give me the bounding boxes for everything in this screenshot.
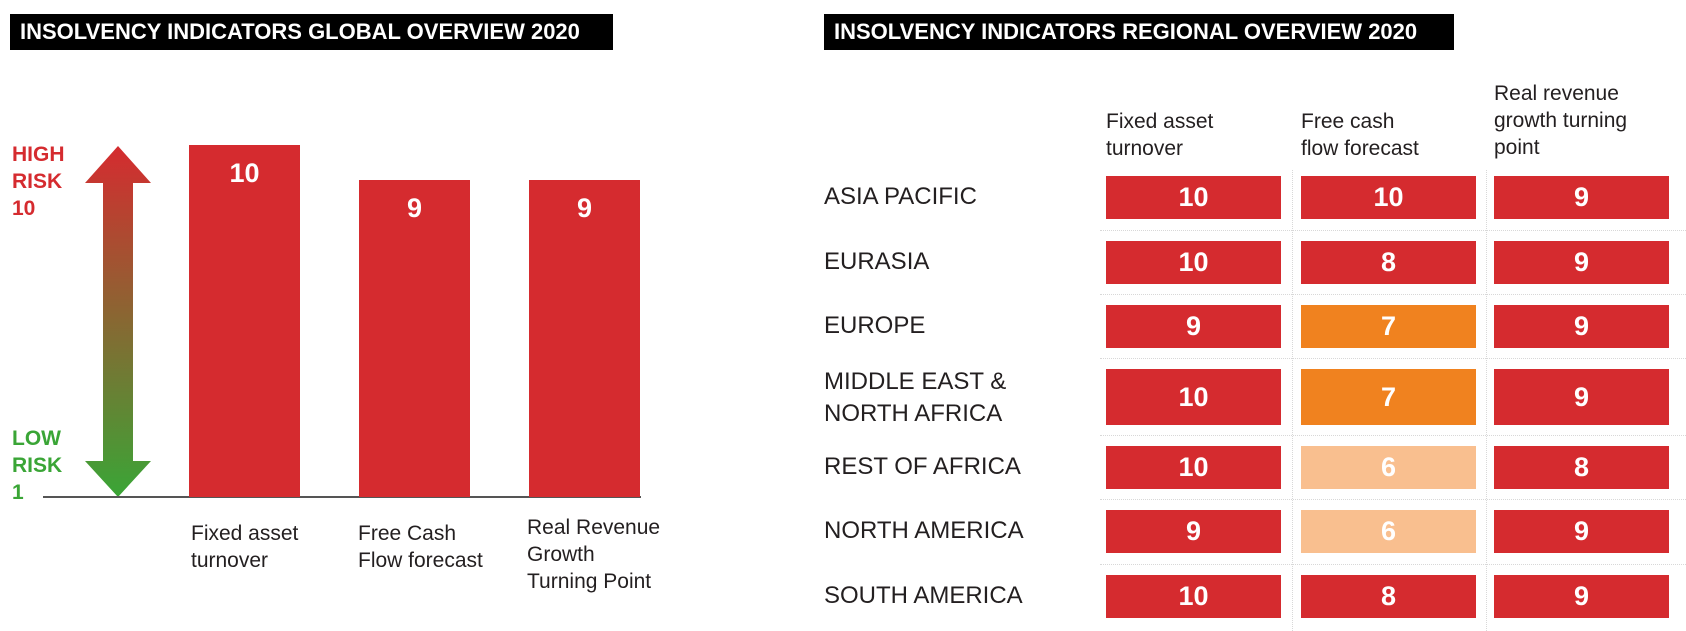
risk-cell: 9 bbox=[1494, 369, 1669, 425]
x-category-line: Turning Point bbox=[527, 570, 652, 593]
x-category-line: Flow forecast bbox=[358, 549, 483, 572]
high-risk-line: 10 bbox=[12, 197, 36, 220]
risk-cell: 9 bbox=[1494, 176, 1669, 219]
region-label-line: ASIA PACIFIC bbox=[824, 183, 977, 210]
bar-value-label: 10 bbox=[229, 158, 259, 188]
region-label-line: NORTH AFRICA bbox=[824, 400, 1003, 427]
region-label: ASIA PACIFIC bbox=[824, 181, 977, 213]
risk-cell: 8 bbox=[1301, 241, 1476, 284]
risk-cell: 10 bbox=[1106, 446, 1281, 489]
column-header: Real revenue growth turning point bbox=[1494, 80, 1627, 161]
region-label-line: EURASIA bbox=[824, 248, 930, 275]
risk-cell: 9 bbox=[1494, 575, 1669, 618]
x-category-label: Real Revenue Growth Turning Point bbox=[527, 514, 660, 595]
row-separator bbox=[1100, 435, 1686, 436]
risk-cell: 10 bbox=[1106, 575, 1281, 618]
row-separator bbox=[1100, 294, 1686, 295]
risk-cell: 9 bbox=[1494, 305, 1669, 348]
x-category-line: Fixed asset bbox=[191, 522, 299, 545]
low-risk-line: 1 bbox=[12, 481, 24, 504]
region-label: EURASIA bbox=[824, 246, 929, 278]
column-header-line: Free cash bbox=[1301, 110, 1395, 133]
column-separator bbox=[1292, 170, 1293, 631]
region-label-line: SOUTH AMERICA bbox=[824, 582, 1023, 609]
risk-cell: 6 bbox=[1301, 510, 1476, 553]
risk-cell: 10 bbox=[1106, 176, 1281, 219]
column-header-line: growth turning bbox=[1494, 109, 1628, 132]
region-label: NORTH AMERICA bbox=[824, 515, 1024, 547]
column-header: Free cash flow forecast bbox=[1301, 108, 1419, 162]
column-header-line: point bbox=[1494, 136, 1540, 159]
risk-scale-arrow bbox=[85, 146, 151, 497]
row-separator bbox=[1100, 230, 1686, 231]
bar-value-label: 9 bbox=[577, 193, 592, 223]
region-label-line: REST OF AFRICA bbox=[824, 453, 1021, 480]
risk-cell: 7 bbox=[1301, 369, 1476, 425]
region-label-line: NORTH AMERICA bbox=[824, 517, 1024, 544]
column-header-line: Real revenue bbox=[1494, 82, 1619, 105]
risk-cell: 10 bbox=[1106, 241, 1281, 284]
risk-cell: 9 bbox=[1494, 241, 1669, 284]
bar bbox=[529, 180, 640, 497]
x-category-label: Free Cash Flow forecast bbox=[358, 520, 483, 574]
bar-value-label: 9 bbox=[407, 193, 422, 223]
low-risk-label: LOW RISK 1 bbox=[12, 425, 62, 506]
regional-overview-title: INSOLVENCY INDICATORS REGIONAL OVERVIEW … bbox=[824, 14, 1454, 50]
high-risk-line: HIGH bbox=[12, 143, 65, 166]
column-header: Fixed asset turnover bbox=[1106, 108, 1213, 162]
bar bbox=[359, 180, 470, 497]
risk-cell: 10 bbox=[1301, 176, 1476, 219]
risk-cell: 9 bbox=[1494, 510, 1669, 553]
region-label-line: EUROPE bbox=[824, 312, 926, 339]
column-header-line: turnover bbox=[1106, 137, 1184, 160]
column-header-line: flow forecast bbox=[1301, 137, 1419, 160]
risk-cell: 7 bbox=[1301, 305, 1476, 348]
risk-cell: 8 bbox=[1301, 575, 1476, 618]
x-category-line: Free Cash bbox=[358, 522, 457, 545]
x-category-label: Fixed asset turnover bbox=[191, 520, 298, 574]
region-label: EUROPE bbox=[824, 310, 925, 342]
risk-cell: 10 bbox=[1106, 369, 1281, 425]
high-risk-line: RISK bbox=[12, 170, 63, 193]
bar bbox=[189, 145, 300, 497]
risk-cell: 6 bbox=[1301, 446, 1476, 489]
row-separator bbox=[1100, 564, 1686, 565]
risk-cell: 8 bbox=[1494, 446, 1669, 489]
column-header-line: Fixed asset bbox=[1106, 110, 1214, 133]
x-category-line: Growth bbox=[527, 543, 595, 566]
region-label: REST OF AFRICA bbox=[824, 451, 1021, 483]
risk-cell: 9 bbox=[1106, 510, 1281, 553]
region-label: SOUTH AMERICA bbox=[824, 580, 1023, 612]
region-label: MIDDLE EAST & NORTH AFRICA bbox=[824, 366, 1006, 430]
x-category-line: turnover bbox=[191, 549, 269, 572]
high-risk-label: HIGH RISK 10 bbox=[12, 141, 65, 222]
risk-cell: 9 bbox=[1106, 305, 1281, 348]
global-bar-chart: 10 9 9 bbox=[43, 145, 641, 498]
row-separator bbox=[1100, 358, 1686, 359]
low-risk-line: LOW bbox=[12, 427, 61, 450]
row-separator bbox=[1100, 499, 1686, 500]
x-category-line: Real Revenue bbox=[527, 516, 661, 539]
low-risk-line: RISK bbox=[12, 454, 63, 477]
region-label-line: MIDDLE EAST & bbox=[824, 368, 1007, 395]
column-separator bbox=[1486, 170, 1487, 631]
global-overview-title: INSOLVENCY INDICATORS GLOBAL OVERVIEW 20… bbox=[10, 14, 613, 50]
